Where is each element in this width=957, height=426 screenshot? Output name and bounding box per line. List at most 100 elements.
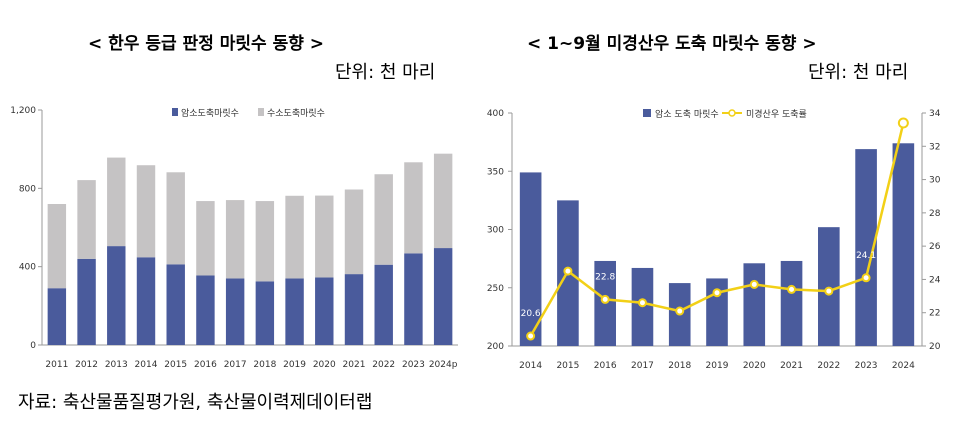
right-bar-cow — [855, 149, 877, 346]
right-right-y-tick-label: 34 — [929, 109, 941, 119]
right-legend-bar-swatch — [643, 109, 651, 117]
left-bar-cow — [47, 288, 67, 345]
right-x-tick-label: 2021 — [780, 361, 803, 371]
left-bar-bull — [225, 200, 245, 279]
right-right-y-tick-label: 26 — [929, 242, 941, 252]
left-x-tick-label: 2019 — [283, 360, 306, 370]
right-x-tick-label: 2015 — [556, 361, 579, 371]
left-bar-cow — [196, 275, 215, 345]
left-chart-title: < 한우 등급 판정 마릿수 동향 > — [88, 34, 325, 54]
left-x-tick-label: 2011 — [45, 360, 68, 370]
right-bar-cow — [743, 263, 766, 346]
right-line-point — [861, 273, 871, 283]
right-right-y-tick-label: 20 — [929, 342, 941, 352]
right-data-label: 24.1 — [856, 251, 876, 261]
left-x-tick-label: 2022 — [372, 360, 395, 370]
right-line-point — [824, 286, 834, 296]
right-x-tick-label: 2018 — [668, 361, 691, 371]
right-x-tick-label: 2023 — [855, 361, 878, 371]
left-bar-cow — [225, 278, 245, 345]
right-bar-cow — [780, 260, 803, 346]
left-bar-bull — [344, 189, 364, 275]
left-bar-cow — [404, 253, 423, 345]
left-y-tick-label: 400 — [19, 263, 36, 273]
right-left-y-tick-label: 350 — [487, 167, 504, 177]
left-bar-cow — [285, 278, 304, 345]
left-bar-cow — [255, 281, 275, 345]
right-line-point — [675, 306, 685, 316]
left-bar-bull — [136, 165, 156, 258]
right-line-point — [600, 294, 610, 304]
left-y-tick-label: 0 — [30, 341, 36, 351]
left-y-tick-label: 800 — [19, 184, 36, 194]
right-left-y-tick-label: 400 — [487, 109, 504, 119]
right-left-y-tick-label: 300 — [487, 226, 504, 236]
left-x-tick-label: 2016 — [194, 360, 217, 370]
left-bar-bull — [166, 172, 185, 265]
right-right-y-tick-label: 28 — [929, 209, 941, 219]
right-x-tick-label: 2024 — [892, 361, 915, 371]
left-x-tick-label: 2021 — [343, 360, 366, 370]
right-data-label: 22.8 — [595, 272, 615, 282]
source-note: 자료: 축산물품질평가원, 축산물이력제데이터랩 — [18, 392, 373, 413]
right-x-tick-label: 2019 — [706, 361, 729, 371]
right-chart-title: < 1~9월 미경산우 도축 마릿수 동향 > — [527, 34, 817, 54]
left-x-tick-label: 2017 — [224, 360, 247, 370]
right-left-y-tick-label: 250 — [487, 284, 504, 294]
right-x-tick-label: 2020 — [743, 361, 766, 371]
left-x-tick-label: 2012 — [75, 360, 98, 370]
left-bar-bull — [255, 201, 275, 282]
right-bar-cow — [892, 143, 915, 346]
right-line-point — [749, 279, 759, 289]
left-x-tick-label: 2024p — [429, 360, 458, 370]
right-line-point — [563, 266, 573, 276]
right-line-point — [712, 288, 722, 298]
right-right-y-tick-label: 30 — [929, 176, 941, 186]
left-x-tick-label: 2014 — [135, 360, 158, 370]
left-legend-swatch — [172, 108, 178, 116]
left-bar-cow — [315, 277, 334, 345]
left-bar-bull — [374, 174, 393, 265]
left-bar-cow — [433, 248, 453, 345]
left-x-tick-label: 2023 — [402, 360, 425, 370]
right-legend-bar-label: 암소 도축 마릿수 — [655, 108, 719, 120]
left-bar-cow — [374, 264, 393, 345]
right-line-point — [526, 331, 536, 341]
right-legend-line-label: 미경산우 도축률 — [746, 108, 807, 120]
right-data-label: 33.4 — [893, 96, 913, 106]
left-bar-bull — [404, 162, 423, 254]
right-x-tick-label: 2016 — [594, 361, 617, 371]
left-legend-label: 암소도축마릿수 — [181, 107, 239, 119]
right-right-y-tick-label: 32 — [929, 142, 940, 152]
left-x-tick-label: 2013 — [105, 360, 128, 370]
right-line-point — [897, 117, 909, 129]
left-unit-label: 단위: 천 마리 — [335, 62, 436, 83]
left-bar-bull — [285, 195, 304, 279]
right-left-y-tick-label: 200 — [487, 342, 504, 352]
left-bar-cow — [344, 274, 364, 345]
left-bar-bull — [77, 180, 96, 259]
left-bar-cow — [107, 246, 126, 345]
left-x-tick-label: 2020 — [313, 360, 336, 370]
left-bar-bull — [196, 201, 215, 276]
right-unit-label: 단위: 천 마리 — [808, 62, 909, 83]
left-y-tick-label: 1,200 — [10, 106, 36, 116]
left-bar-bull — [433, 153, 453, 249]
left-bar-bull — [315, 195, 334, 278]
left-x-tick-label: 2018 — [253, 360, 276, 370]
right-x-tick-label: 2014 — [519, 361, 542, 371]
right-line-point — [637, 298, 647, 308]
right-legend-line-marker — [728, 109, 736, 117]
right-right-y-tick-label: 24 — [929, 275, 941, 285]
right-x-tick-label: 2022 — [817, 361, 840, 371]
right-right-y-tick-label: 22 — [929, 309, 940, 319]
left-bar-bull — [47, 204, 67, 289]
left-legend-label: 수소도축마릿수 — [267, 107, 325, 119]
left-bar-cow — [77, 258, 96, 345]
left-legend-swatch — [258, 108, 264, 116]
left-bar-cow — [166, 264, 185, 345]
left-x-tick-label: 2015 — [164, 360, 187, 370]
right-data-label: 20.6 — [521, 309, 541, 319]
left-bar-cow — [136, 257, 156, 345]
